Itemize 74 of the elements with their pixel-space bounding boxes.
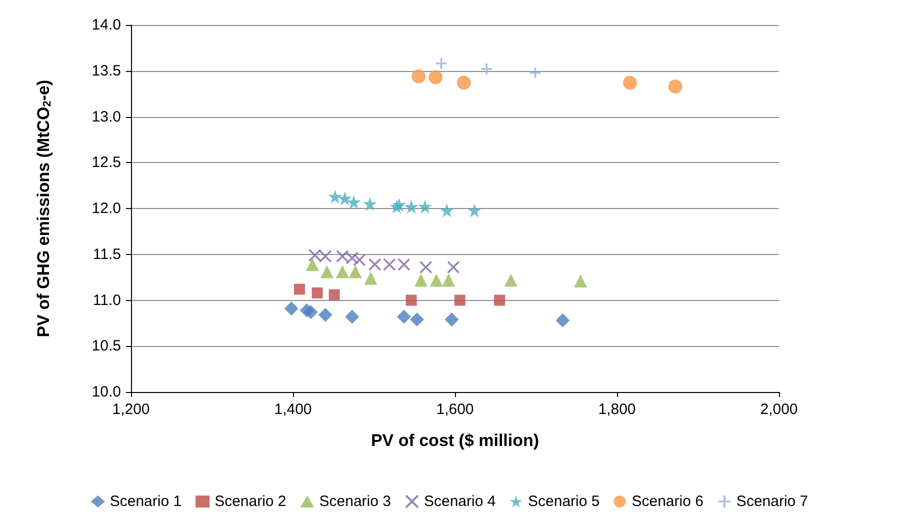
y-tick-label: 13.0 [92, 108, 121, 126]
point [328, 289, 340, 300]
y-tick-label: 11.5 [92, 246, 121, 263]
point [338, 191, 352, 206]
legend-label: Scenario 7 [736, 493, 808, 510]
x-tick-label: 1,800 [598, 401, 636, 418]
point [336, 250, 349, 263]
point [318, 308, 332, 322]
point [467, 203, 482, 218]
point [494, 294, 506, 306]
point [446, 260, 460, 274]
point [412, 69, 426, 84]
point [622, 76, 637, 90]
point [454, 294, 466, 306]
point [346, 252, 359, 264]
legend-label: Scenario 1 [110, 493, 182, 510]
point [306, 258, 319, 271]
point [336, 265, 349, 278]
point [410, 312, 424, 327]
y-tick-label: 11.0 [92, 292, 121, 309]
point [398, 258, 410, 271]
point [348, 265, 362, 278]
point [442, 274, 456, 287]
point [346, 195, 361, 210]
point [362, 196, 377, 211]
legend-label: Scenario 5 [528, 493, 600, 510]
y-tick-label: 10.5 [92, 338, 121, 355]
point [304, 305, 318, 320]
point [364, 272, 378, 285]
point [574, 274, 588, 288]
y-axis-title: PV of GHG emissions (MtCO2-e) [34, 80, 54, 338]
point [294, 284, 305, 295]
y-tick-label: 13.5 [92, 62, 121, 80]
legend-label: Scenario 2 [214, 493, 286, 510]
y-tick-label: 12.0 [92, 200, 121, 217]
point [345, 310, 360, 324]
point [320, 265, 334, 278]
point [456, 76, 471, 90]
x-tick-label: 1,600 [436, 401, 474, 418]
point [418, 200, 432, 214]
point [528, 66, 542, 80]
legend-label: Scenario 6 [632, 493, 704, 510]
x-tick-label: 1,400 [274, 401, 312, 418]
x-tick-label: 2,000 [760, 401, 798, 418]
point [434, 57, 448, 70]
x-tick-label: 1,200 [112, 401, 150, 418]
point [368, 258, 382, 271]
point [444, 312, 459, 327]
point [668, 79, 682, 94]
point [556, 313, 570, 328]
point [382, 258, 396, 271]
point [428, 70, 443, 84]
y-tick-label: 12.5 [92, 154, 121, 172]
point [328, 190, 342, 204]
point [392, 198, 406, 212]
legend-label: Scenario 3 [319, 493, 391, 510]
legend-label: Scenario 4 [424, 493, 496, 510]
point [406, 294, 417, 306]
point [308, 248, 322, 262]
point [504, 274, 518, 287]
point [312, 287, 323, 298]
point [284, 302, 298, 316]
point [414, 274, 428, 287]
point [480, 62, 493, 76]
y-tick-label: 14.0 [92, 16, 121, 34]
point [419, 260, 432, 274]
x-axis-title: PV of cost ($ million) [370, 431, 540, 450]
point [404, 200, 418, 214]
point [430, 274, 443, 287]
point [319, 250, 332, 263]
point [396, 310, 411, 324]
point [353, 253, 366, 266]
y-tick-label: 10.0 [92, 384, 121, 400]
point [440, 203, 454, 218]
